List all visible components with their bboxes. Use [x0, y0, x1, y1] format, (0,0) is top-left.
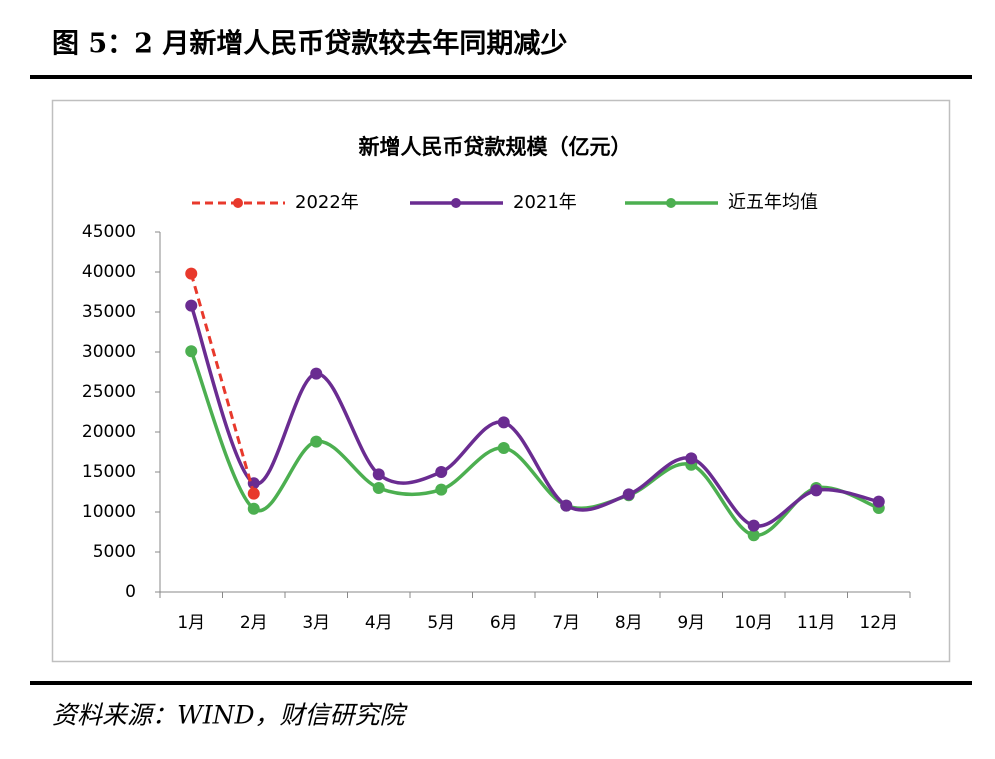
series-marker [747, 519, 760, 532]
x-tick-label: 2月 [240, 613, 268, 633]
legend-marker [451, 198, 461, 208]
series-marker [497, 442, 510, 454]
series-marker [185, 345, 198, 358]
series-marker [247, 502, 260, 515]
series-marker [185, 299, 198, 312]
series-marker [747, 529, 760, 542]
legend-label: 2022年 [295, 192, 359, 213]
series-marker [435, 483, 448, 496]
series-line [189, 305, 880, 528]
bottom-rule [30, 681, 972, 685]
series-marker [685, 452, 698, 465]
y-tick-label: 40000 [82, 262, 136, 282]
y-tick-label: 25000 [82, 382, 136, 402]
series-marker [872, 495, 885, 508]
legend-marker [233, 198, 243, 208]
series-marker [185, 267, 198, 280]
y-tick-label: 5000 [93, 542, 136, 562]
series-marker [560, 499, 573, 512]
top-rule [30, 75, 972, 79]
x-tick-label: 10月 [734, 613, 773, 633]
series-marker [310, 435, 323, 448]
series-marker [372, 482, 385, 494]
legend-label: 近五年均值 [728, 192, 818, 213]
series-marker [497, 416, 510, 429]
series-marker [622, 488, 635, 501]
chart-title: 新增人民币贷款规模（亿元） [359, 135, 632, 159]
y-tick-label: 20000 [82, 422, 136, 442]
series-line [189, 350, 880, 537]
series-marker [372, 468, 385, 481]
y-tick-label: 10000 [82, 502, 136, 522]
x-tick-label: 5月 [427, 613, 455, 633]
x-tick-label: 4月 [365, 613, 393, 633]
series-marker [810, 484, 823, 497]
x-tick-label: 12月 [859, 613, 898, 633]
x-tick-label: 7月 [552, 613, 580, 633]
x-tick-label: 8月 [615, 613, 643, 633]
legend-label: 2021年 [513, 192, 577, 213]
x-tick-label: 1月 [177, 613, 205, 633]
y-tick-label: 15000 [82, 462, 136, 482]
x-tick-label: 6月 [490, 613, 518, 633]
y-tick-label: 45000 [82, 222, 136, 242]
series-marker [435, 466, 448, 478]
y-tick-label: 0 [125, 582, 136, 602]
source: 资料来源：WIND，财信研究院 [52, 701, 408, 730]
series-marker [310, 367, 323, 380]
chart-frame [51, 99, 951, 663]
y-tick-label: 30000 [82, 342, 136, 362]
y-tick-label: 35000 [82, 302, 136, 322]
x-tick-label: 9月 [677, 613, 705, 633]
x-tick-label: 11月 [797, 613, 836, 633]
figure-title: 图 5：2 月新增人民币贷款较去年同期减少 [52, 28, 567, 60]
legend-marker [666, 198, 676, 208]
series-marker [247, 487, 260, 500]
x-tick-label: 3月 [302, 613, 330, 633]
